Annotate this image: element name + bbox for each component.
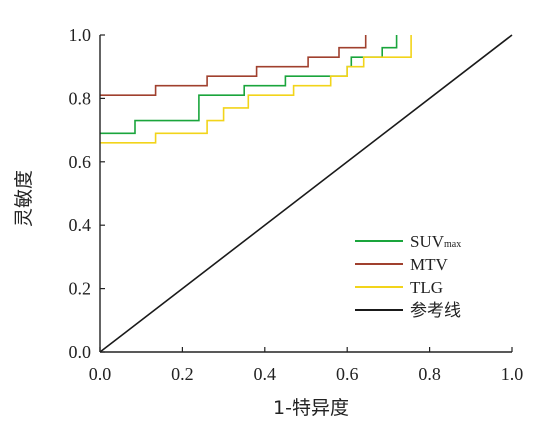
legend-label-3: 参考线 [410,301,461,320]
series-lines [99,34,513,353]
series-line-0 [100,35,398,135]
y-tick-label: 1.0 [69,25,92,45]
x-tick-label: 0.4 [254,364,277,384]
x-tick-label: 1.0 [501,364,524,384]
legend: SUVmax MTV TLG 参考线 [355,232,461,320]
y-tick-label: 0.0 [69,342,92,362]
x-tick-label: 0.6 [336,364,359,384]
x-tick-label: 0.2 [171,364,194,384]
x-axis-label: 1-特异度 [273,397,349,419]
x-tick-label: 0.0 [89,364,112,384]
legend-label-1: MTV [410,255,449,274]
y-tick-label: 0.2 [69,279,92,299]
x-tick-label: 0.8 [418,364,441,384]
legend-label-2: TLG [410,278,443,297]
axes: 0.0 0.2 0.4 0.6 0.8 1.0 0.0 0.2 0.4 0.6 0.8 1.0 [69,25,524,384]
y-axis-label: 灵敏度 [13,170,35,227]
series-line-2 [100,35,412,144]
y-tick-label: 0.4 [69,215,92,235]
y-tick-label: 0.8 [69,88,92,108]
legend-label-0: SUVmax [410,232,461,251]
y-tick-label: 0.6 [69,152,92,172]
series-line-1 [100,35,367,96]
series-line-3 [99,34,513,353]
